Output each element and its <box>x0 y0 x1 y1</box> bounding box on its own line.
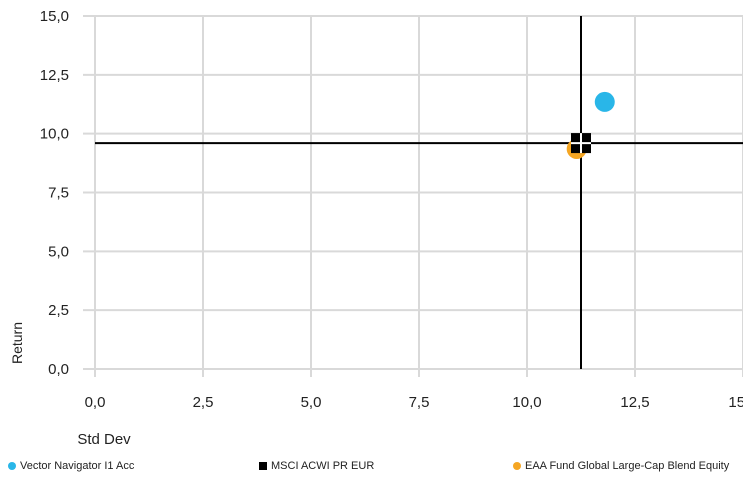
y-tick-label: 10,0 <box>40 126 69 143</box>
x-tick-label: 7,5 <box>409 394 430 411</box>
y-axis-label: Return <box>9 322 25 364</box>
y-tick-label: 15,0 <box>40 8 69 25</box>
legend-item: Vector Navigator I1 Acc <box>8 460 134 472</box>
data-point-vector-navigator-i1-acc <box>594 91 615 112</box>
x-axis-label: Std Dev <box>77 431 131 448</box>
y-tick-label: 5,0 <box>48 243 69 260</box>
legend-item: EAA Fund Global Large-Cap Blend Equity <box>513 460 729 472</box>
data-point-msci-acwi-pr-eur <box>571 133 591 154</box>
data-points <box>566 91 615 159</box>
reference-lines <box>95 16 743 369</box>
legend-label: MSCI ACWI PR EUR <box>271 460 375 472</box>
y-tick-label: 2,5 <box>48 302 69 319</box>
x-tick-label: 0,0 <box>85 394 106 411</box>
grid <box>83 15 743 377</box>
legend: Vector Navigator I1 Acc MSCI ACWI PR EUR E… <box>0 460 743 480</box>
legend-swatch <box>259 462 267 470</box>
x-tick-label: 5,0 <box>301 394 322 411</box>
legend-label: Vector Navigator I1 Acc <box>20 460 135 472</box>
x-tick-label: 15,0 <box>728 394 743 411</box>
y-tick-label: 7,5 <box>48 185 69 202</box>
y-tick-label: 12,5 <box>40 67 69 84</box>
legend-item: MSCI ACWI PR EUR <box>259 460 374 472</box>
x-tick-label: 10,0 <box>512 394 541 411</box>
legend-label: EAA Fund Global Large-Cap Blend Equity <box>525 460 730 472</box>
y-tick-label: 0,0 <box>48 361 69 378</box>
x-tick-label: 2,5 <box>193 394 214 411</box>
scatter-plot: 0,0 2,5 5,0 7,5 10,0 12,5 15,0 0,0 2,5 5,0 7,5 10,0… <box>9 8 743 448</box>
x-tick-label: 12,5 <box>620 394 649 411</box>
legend-swatch <box>8 462 16 470</box>
tick-labels: 0,0 2,5 5,0 7,5 10,0 12,5 15,0 0,0 2,5 5,0 7,5 10,0… <box>40 8 743 411</box>
legend-swatch <box>513 462 521 470</box>
